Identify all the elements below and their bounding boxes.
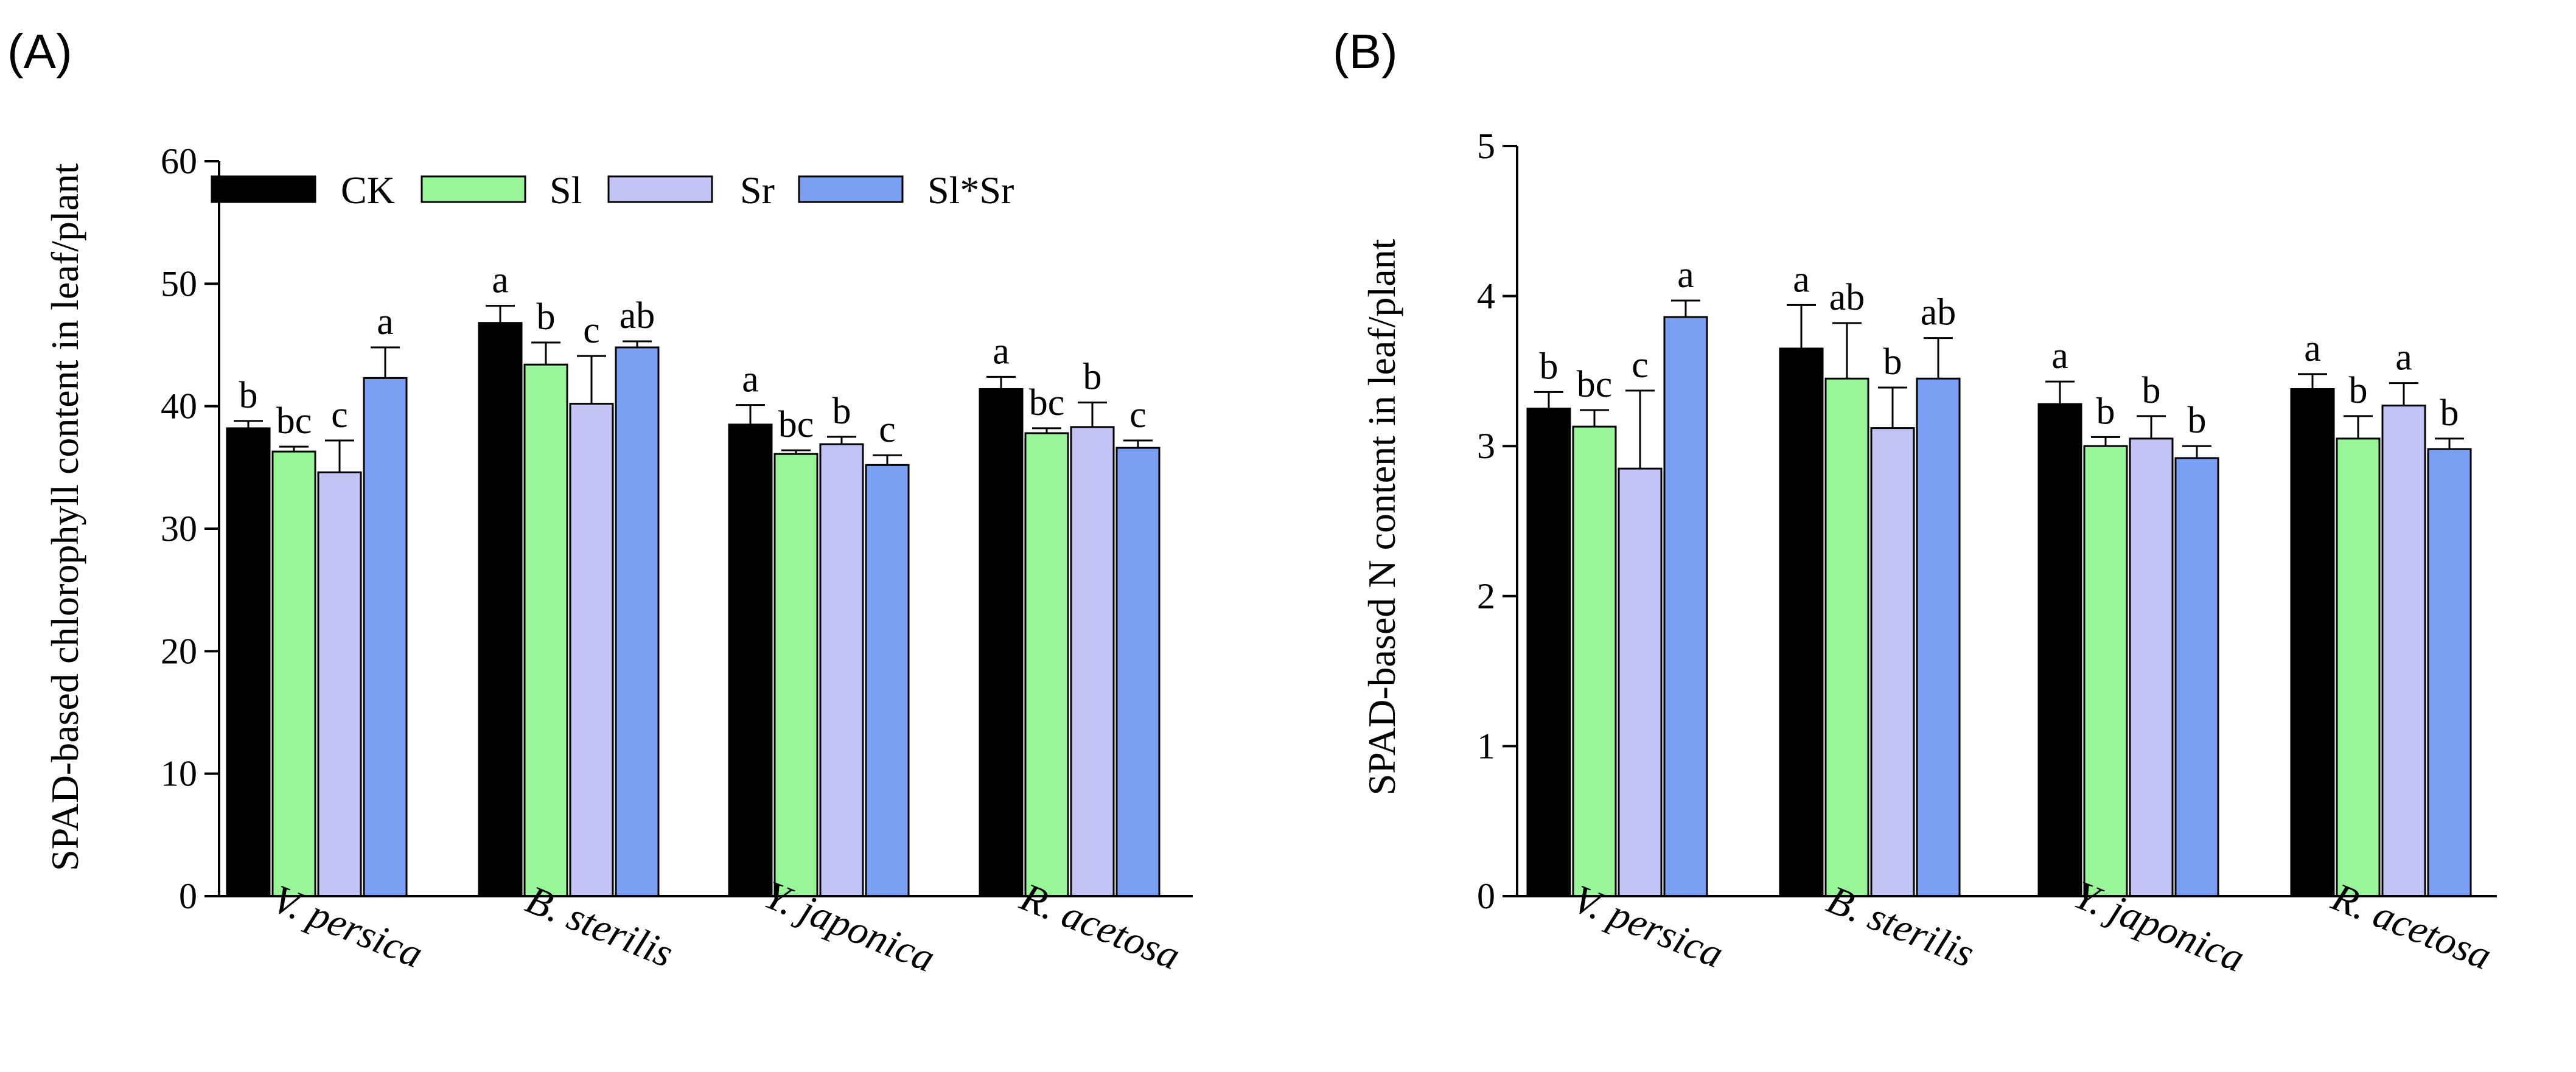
panel-b-bar	[2336, 437, 2381, 897]
panel-b-bar	[2129, 437, 2174, 897]
panel-b-bar	[2083, 445, 2128, 897]
panel-b-significance-letter: ab	[1921, 292, 1956, 333]
panel-a-significance-letter: c	[879, 409, 896, 450]
panel-b-significance-letter: b	[2440, 392, 2459, 434]
panel-b-y-tick-label: 3	[1477, 426, 1495, 466]
panel-a: (A) SPAD-based chlorophyll content in le…	[7, 24, 1193, 981]
panel-b-significance-letter: b	[1540, 346, 1559, 387]
panel-b-significance-letter: b	[2142, 370, 2161, 411]
panel-b-significance-letter: b	[2188, 400, 2207, 441]
legend-swatch-slsr	[798, 175, 904, 203]
panel-a-y-tick-label: 50	[161, 263, 197, 304]
panel-a-bar	[363, 377, 408, 897]
panel-a-bar	[317, 471, 362, 897]
panel-a-bar	[478, 322, 523, 897]
panel-b-significance-letter: a	[1793, 259, 1810, 300]
panel-b-bar	[1916, 377, 1961, 897]
panel-b-bar	[2037, 403, 2082, 897]
panel-a-significance-letter: ab	[620, 295, 655, 336]
panel-b-y-tick-label: 5	[1477, 126, 1495, 166]
panel-b-significance-letter: a	[2395, 337, 2412, 378]
panel-b-bar	[2381, 405, 2426, 897]
panel-a-bar	[728, 423, 773, 897]
panel-b-bar	[2174, 457, 2219, 897]
panel-b-significance-letter: a	[2051, 335, 2068, 377]
panel-a-significance-letter: c	[583, 310, 600, 351]
panel-a-label: (A)	[7, 24, 72, 78]
panel-b-bar	[1824, 377, 1869, 897]
panel-b-bar	[1572, 425, 1617, 897]
panel-a-significance-letter: c	[1129, 394, 1147, 436]
panel-a-bar	[523, 363, 568, 897]
panel-a-significance-letter: bc	[276, 400, 312, 442]
panel-a-bar	[1115, 447, 1161, 897]
panel-b-bar	[2290, 388, 2335, 897]
panel-a-bar	[615, 346, 660, 897]
panel-b-y-tick-label: 0	[1477, 876, 1495, 916]
panel-b-bar	[1618, 467, 1663, 897]
panel-a-y-ticks: 0 10 20 30 40 50 60	[161, 141, 219, 916]
panel-a-significance-letter: a	[377, 301, 394, 343]
legend-label-sr: Sr	[740, 169, 775, 212]
panel-b-significance-letter: b	[2096, 391, 2115, 432]
panel-a-bar	[819, 443, 864, 897]
panel-a-y-tick-label: 60	[161, 141, 197, 181]
legend-label-slsr: Sl*Sr	[927, 169, 1014, 212]
panel-a-significance-letter: c	[331, 394, 348, 436]
panel-a-bar	[569, 403, 614, 897]
panel-b-bar	[1663, 316, 1708, 897]
panel-a-significance-letter: bc	[1029, 382, 1065, 423]
panel-b-significance-letter: a	[1677, 254, 1694, 296]
panel-a-axes	[218, 161, 1193, 897]
panel-b-label: (B)	[1333, 24, 1398, 78]
legend-swatch-sl	[421, 175, 526, 203]
panel-a-significance-letter: bc	[778, 404, 814, 445]
panel-b-y-tick-label: 2	[1477, 576, 1495, 616]
panel-a-bar	[1024, 432, 1069, 897]
panel-a-significance-letter: a	[492, 260, 509, 301]
panel-a-y-tick-label: 20	[161, 631, 197, 671]
panel-a-significance-letter: b	[239, 375, 258, 416]
panel-b-y-tick-label: 4	[1477, 276, 1495, 316]
panel-b-bar	[1779, 347, 1824, 897]
panel-b-significance-letter: bc	[1577, 364, 1613, 405]
panel-b-bar	[1526, 408, 1571, 897]
panel-a-significance-letter: b	[1083, 357, 1102, 398]
panel-b: (B) SPAD-based N content in leaf/plant 0…	[1333, 24, 2497, 981]
panel-b-bar	[2427, 448, 2472, 897]
panel-a-bar	[271, 450, 316, 897]
panel-b-y-tick-label: 1	[1477, 726, 1495, 766]
panel-a-significance-letter: a	[742, 359, 759, 400]
panel-b-y-axis-title: SPAD-based N content in leaf/plant	[1360, 238, 1403, 795]
panel-a-significance-letter: a	[993, 330, 1010, 372]
panel-a-significance-letter: b	[832, 391, 851, 432]
panel-b-axes	[1516, 146, 2497, 897]
panel-b-y-ticks: 0 1 2 3 4 5	[1477, 126, 1517, 916]
panel-a-bar	[773, 453, 819, 897]
panel-a-y-tick-label: 0	[179, 876, 197, 916]
panel-a-legend: CK Sl Sr Sl*Sr	[211, 169, 1014, 212]
panel-a-y-tick-label: 40	[161, 386, 197, 426]
legend-label-ck: CK	[341, 169, 395, 212]
legend-swatch-sr	[607, 175, 713, 203]
panel-b-significance-letter: a	[2304, 328, 2321, 369]
panel-b-significance-letter: c	[1632, 344, 1649, 386]
panel-a-bar	[865, 464, 910, 897]
legend-swatch-ck	[211, 175, 316, 203]
panel-a-y-axis-title: SPAD-based chlorophyll content in leaf/p…	[43, 163, 86, 871]
panel-a-significance-letter: b	[537, 296, 556, 338]
panel-b-significance-letter: ab	[1829, 277, 1865, 318]
panel-b-bar	[1870, 427, 1915, 897]
panel-a-bar	[1070, 426, 1115, 897]
panel-a-y-tick-label: 10	[161, 754, 197, 794]
panel-a-y-tick-label: 30	[161, 509, 197, 549]
panel-a-bar	[226, 427, 271, 897]
panel-a-bar	[979, 388, 1024, 897]
legend-label-sl: Sl	[550, 169, 582, 212]
panel-b-significance-letter: b	[2349, 370, 2368, 411]
panel-b-significance-letter: b	[1883, 341, 1902, 383]
